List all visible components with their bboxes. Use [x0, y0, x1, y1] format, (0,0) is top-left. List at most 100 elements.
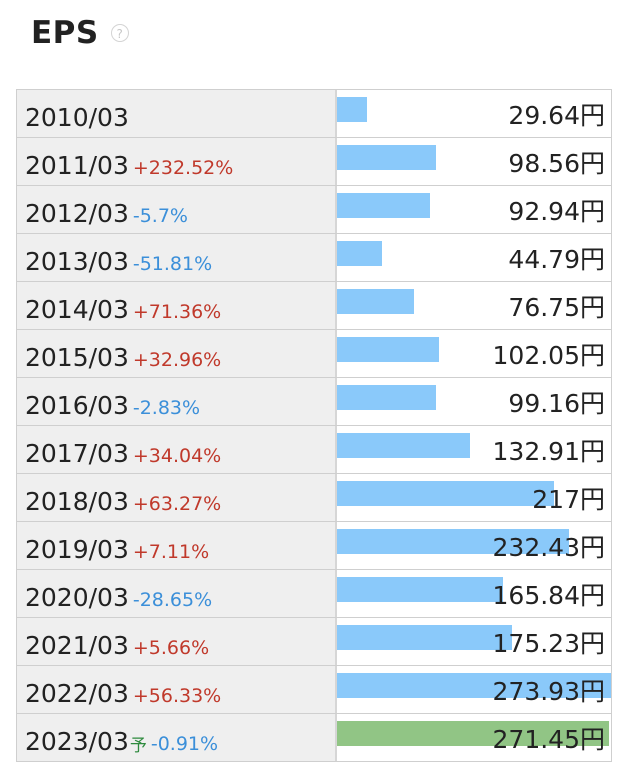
eps-row: 2016/03 -2.83% 99.16円 — [17, 378, 612, 426]
fiscal-year-label: 2016/03 — [25, 391, 129, 420]
fiscal-year-label: 2011/03 — [25, 151, 129, 180]
eps-value-label: 92.94円 — [508, 197, 605, 226]
fiscal-year-label: 2013/03 — [25, 247, 129, 276]
year-label-cell: 2012/03 -5.7% — [17, 186, 337, 233]
year-label-cell: 2013/03 -51.81% — [17, 234, 337, 281]
year-label-cell: 2018/03 +63.27% — [17, 474, 337, 521]
eps-bar — [337, 193, 430, 218]
yoy-change-label: -5.7% — [132, 205, 188, 227]
eps-bar — [337, 433, 470, 458]
eps-bar — [337, 145, 436, 170]
bar-cell: 44.79円 — [337, 234, 612, 281]
eps-value-label: 165.84円 — [492, 581, 605, 610]
eps-value-label: 44.79円 — [508, 245, 605, 274]
year-label-cell: 2019/03 +7.11% — [17, 522, 337, 569]
eps-row: 2018/03 +63.27% 217円 — [17, 474, 612, 522]
eps-value-label: 76.75円 — [508, 293, 605, 322]
bar-cell: 271.45円 — [337, 714, 612, 761]
eps-bar — [337, 673, 611, 698]
yoy-change-label: +56.33% — [132, 685, 222, 707]
eps-value-label: 102.05円 — [492, 341, 605, 370]
eps-value-label: 132.91円 — [492, 437, 605, 466]
eps-bar — [337, 385, 436, 410]
eps-value-label: 273.93円 — [492, 677, 605, 706]
year-label-cell: 2010/03 — [17, 90, 337, 137]
eps-table: 2010/03 29.64円 2011/03 +232.52% 98.56円 2012/0… — [16, 89, 612, 762]
bar-cell: 217円 — [337, 474, 612, 521]
eps-row: 2022/03 +56.33% 273.93円 — [17, 666, 612, 714]
fiscal-year-label: 2019/03 — [25, 535, 129, 564]
bar-cell: 29.64円 — [337, 90, 612, 137]
page-title: EPS — [31, 15, 99, 51]
bar-cell: 102.05円 — [337, 330, 612, 377]
bar-cell: 175.23円 — [337, 618, 612, 665]
eps-value-label: 29.64円 — [508, 101, 605, 130]
eps-row: 2019/03 +7.11% 232.43円 — [17, 522, 612, 570]
eps-bar — [337, 529, 569, 554]
eps-row: 2021/03 +5.66% 175.23円 — [17, 618, 612, 666]
bar-cell: 273.93円 — [337, 666, 612, 713]
yoy-change-label: -2.83% — [132, 397, 201, 419]
year-label-cell: 2016/03 -2.83% — [17, 378, 337, 425]
fiscal-year-label: 2014/03 — [25, 295, 129, 324]
year-label-cell: 2021/03 +5.66% — [17, 618, 337, 665]
fiscal-year-label: 2023/03 — [25, 727, 129, 756]
year-label-cell: 2020/03 -28.65% — [17, 570, 337, 617]
fiscal-year-label: 2010/03 — [25, 103, 129, 132]
eps-row: 2011/03 +232.52% 98.56円 — [17, 138, 612, 186]
eps-row: 2017/03 +34.04% 132.91円 — [17, 426, 612, 474]
eps-bar — [337, 97, 367, 122]
yoy-change-label: +7.11% — [132, 541, 210, 563]
eps-row: 2010/03 29.64円 — [17, 90, 612, 138]
year-label-cell: 2015/03 +32.96% — [17, 330, 337, 377]
fiscal-year-label: 2022/03 — [25, 679, 129, 708]
eps-value-label: 175.23円 — [492, 629, 605, 658]
eps-value-label: 217円 — [532, 485, 605, 514]
yoy-change-label: +71.36% — [132, 301, 222, 323]
bar-cell: 98.56円 — [337, 138, 612, 185]
eps-bar — [337, 289, 414, 314]
yoy-change-label: +232.52% — [132, 157, 234, 179]
eps-value-label: 99.16円 — [508, 389, 605, 418]
eps-bar — [337, 241, 382, 266]
eps-row: 2023/03 予 -0.91% 271.45円 — [17, 714, 612, 762]
fiscal-year-label: 2015/03 — [25, 343, 129, 372]
bar-cell: 99.16円 — [337, 378, 612, 425]
year-label-cell: 2014/03 +71.36% — [17, 282, 337, 329]
yoy-change-label: +63.27% — [132, 493, 222, 515]
yoy-change-label: +34.04% — [132, 445, 222, 467]
bar-cell: 76.75円 — [337, 282, 612, 329]
yoy-change-label: -0.91% — [150, 733, 219, 755]
bar-cell: 165.84円 — [337, 570, 612, 617]
yoy-change-label: -28.65% — [132, 589, 213, 611]
eps-bar — [337, 577, 503, 602]
eps-value-label: 98.56円 — [508, 149, 605, 178]
eps-value-label: 232.43円 — [492, 533, 605, 562]
eps-row: 2015/03 +32.96% 102.05円 — [17, 330, 612, 378]
eps-row: 2014/03 +71.36% 76.75円 — [17, 282, 612, 330]
eps-value-label: 271.45円 — [492, 725, 605, 754]
fiscal-year-label: 2018/03 — [25, 487, 129, 516]
eps-row: 2013/03 -51.81% 44.79円 — [17, 234, 612, 282]
fiscal-year-label: 2021/03 — [25, 631, 129, 660]
eps-bar — [337, 481, 554, 506]
question-circle-icon[interactable]: ? — [110, 24, 129, 42]
year-label-cell: 2011/03 +232.52% — [17, 138, 337, 185]
eps-bar — [337, 625, 512, 650]
bar-cell: 232.43円 — [337, 522, 612, 569]
yoy-change-label: -51.81% — [132, 253, 213, 275]
yoy-change-label: +32.96% — [132, 349, 222, 371]
yoy-change-label: +5.66% — [132, 637, 210, 659]
year-label-cell: 2017/03 +34.04% — [17, 426, 337, 473]
fiscal-year-label: 2017/03 — [25, 439, 129, 468]
fiscal-year-label: 2020/03 — [25, 583, 129, 612]
eps-bar — [337, 721, 609, 746]
bar-cell: 132.91円 — [337, 426, 612, 473]
title-row: EPS ? — [31, 8, 129, 58]
year-label-cell: 2023/03 予 -0.91% — [17, 714, 337, 761]
eps-row: 2020/03 -28.65% 165.84円 — [17, 570, 612, 618]
year-label-cell: 2022/03 +56.33% — [17, 666, 337, 713]
eps-bar — [337, 337, 439, 362]
eps-row: 2012/03 -5.7% 92.94円 — [17, 186, 612, 234]
bar-cell: 92.94円 — [337, 186, 612, 233]
